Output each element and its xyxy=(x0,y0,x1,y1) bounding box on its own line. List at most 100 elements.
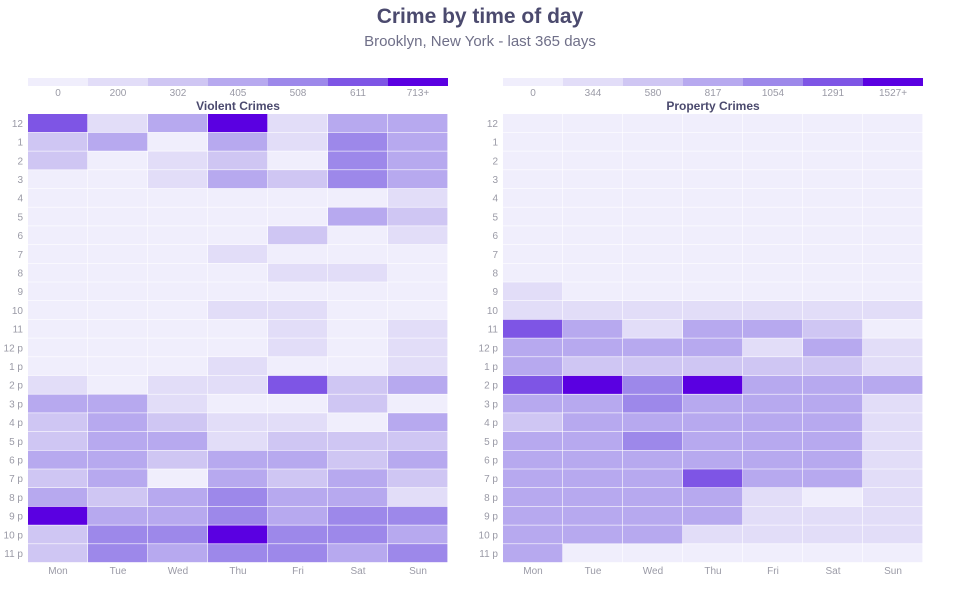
violent-heatmap-cell xyxy=(268,375,328,394)
property-heatmap-cell xyxy=(683,226,743,245)
property-heatmap-cell xyxy=(803,226,863,245)
violent-heatmap-cell xyxy=(388,338,448,357)
property-heatmap-cell xyxy=(743,151,803,170)
property-x-tick-label: Sun xyxy=(884,566,902,577)
property-heatmap-cell xyxy=(563,263,623,282)
violent-y-tick-label: 8 p xyxy=(9,493,23,504)
violent-legend-swatch xyxy=(148,78,208,86)
property-heatmap-cell xyxy=(683,188,743,207)
property-heatmap-cell xyxy=(863,357,923,376)
property-heatmap-cell xyxy=(623,375,683,394)
property-legend-label: 580 xyxy=(645,88,662,99)
property-heatmap-cell xyxy=(743,114,803,133)
property-heatmap-cell xyxy=(503,188,563,207)
property-heatmap-cell xyxy=(623,282,683,301)
property-heatmap-cell xyxy=(743,375,803,394)
property-heatmap-cell xyxy=(503,226,563,245)
property-heatmap-cell xyxy=(743,132,803,151)
violent-heatmap-cell xyxy=(388,375,448,394)
property-heatmap-cell xyxy=(743,488,803,507)
violent-y-tick-label: 3 p xyxy=(9,399,23,410)
violent-legend-label: 508 xyxy=(290,88,307,99)
property-legend-swatch xyxy=(563,78,623,86)
property-heatmap-cell xyxy=(863,450,923,469)
property-heatmap-cell xyxy=(623,544,683,563)
violent-heatmap-cell xyxy=(328,413,388,432)
violent-heatmap-cell xyxy=(28,338,88,357)
property-heatmap-cell xyxy=(683,114,743,133)
violent-heatmap-cell xyxy=(208,488,268,507)
property-heatmap-cell xyxy=(503,114,563,133)
violent-chart-title: Violent Crimes xyxy=(196,99,280,113)
property-heatmap-cell xyxy=(503,301,563,320)
property-legend-label: 0 xyxy=(530,88,536,99)
property-legend-label: 1291 xyxy=(822,88,845,99)
property-heatmap-cell xyxy=(683,525,743,544)
property-heatmap-cell xyxy=(503,394,563,413)
property-x-tick-label: Tue xyxy=(585,566,602,577)
property-heatmap-cell xyxy=(683,506,743,525)
violent-heatmap-cell xyxy=(328,506,388,525)
violent-heatmap-cell xyxy=(388,151,448,170)
violent-heatmap-cell xyxy=(388,450,448,469)
violent-heatmap-cell xyxy=(268,188,328,207)
property-heatmap-cell xyxy=(563,226,623,245)
violent-legend-label: 713+ xyxy=(407,88,430,99)
property-heatmap-cell xyxy=(863,413,923,432)
violent-heatmap-cell xyxy=(208,244,268,263)
property-y-tick-label: 12 xyxy=(487,119,499,130)
violent-y-tick-label: 9 p xyxy=(9,512,23,523)
property-heatmap-cell xyxy=(803,357,863,376)
violent-heatmap-cell xyxy=(148,282,208,301)
property-heatmap-cell xyxy=(803,488,863,507)
violent-heatmap-cell xyxy=(88,207,148,226)
property-heatmap-cell xyxy=(683,132,743,151)
violent-heatmap-cell xyxy=(328,469,388,488)
property-heatmap-cell xyxy=(563,544,623,563)
property-heatmap-cell xyxy=(623,170,683,189)
violent-y-tick-label: 4 xyxy=(17,194,23,205)
violent-heatmap-cell xyxy=(88,170,148,189)
violent-heatmap-cell xyxy=(148,114,208,133)
violent-heatmap-cell xyxy=(28,413,88,432)
violent-heatmap-cell xyxy=(268,413,328,432)
property-heatmap-cell xyxy=(623,413,683,432)
property-heatmap-cell xyxy=(503,375,563,394)
property-heatmap-cell xyxy=(683,244,743,263)
property-heatmap-cell xyxy=(863,431,923,450)
property-heatmap-cell xyxy=(803,132,863,151)
violent-y-tick-label: 5 p xyxy=(9,437,23,448)
violent-heatmap-cell xyxy=(388,431,448,450)
property-heatmap-cell xyxy=(863,394,923,413)
violent-x-tick-label: Tue xyxy=(110,566,127,577)
violent-heatmap-cell xyxy=(28,226,88,245)
violent-heatmap-cell xyxy=(268,488,328,507)
violent-y-tick-label: 2 xyxy=(17,156,23,167)
violent-y-tick-label: 12 xyxy=(12,119,24,130)
violent-heatmap-cell xyxy=(88,244,148,263)
property-y-tick-label: 5 p xyxy=(484,437,498,448)
violent-heatmap-cell xyxy=(28,263,88,282)
property-heatmap-cell xyxy=(743,170,803,189)
violent-heatmap-cell xyxy=(208,151,268,170)
property-heatmap-cell xyxy=(803,319,863,338)
property-heatmap-cell xyxy=(863,132,923,151)
violent-y-tick-label: 7 p xyxy=(9,474,23,485)
violent-heatmap-cell xyxy=(28,282,88,301)
property-heatmap-cell xyxy=(623,244,683,263)
violent-heatmap-cell xyxy=(208,394,268,413)
violent-heatmap-cell xyxy=(88,301,148,320)
violent-heatmap-cell xyxy=(388,188,448,207)
violent-y-tick-label: 1 p xyxy=(9,362,23,373)
violent-heatmap-cell xyxy=(28,469,88,488)
property-heatmap-cell xyxy=(863,226,923,245)
violent-heatmap-cell xyxy=(208,450,268,469)
violent-legend-label: 611 xyxy=(350,88,366,99)
property-heatmap-cell xyxy=(803,207,863,226)
violent-x-tick-label: Sun xyxy=(409,566,427,577)
violent-heatmap-cell xyxy=(268,450,328,469)
property-heatmap-cell xyxy=(683,338,743,357)
property-heatmap-cell xyxy=(863,469,923,488)
property-heatmap-cell xyxy=(503,132,563,151)
violent-heatmap-cell xyxy=(88,488,148,507)
